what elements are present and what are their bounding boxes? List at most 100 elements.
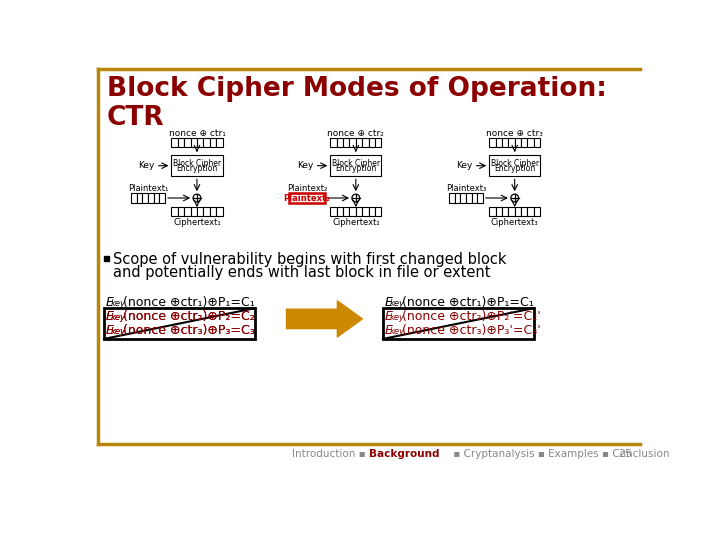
Bar: [515, 138, 521, 147]
Bar: [330, 138, 337, 147]
Text: nonce ⊕ ctr₂: nonce ⊕ ctr₂: [328, 129, 384, 138]
FancyArrowPatch shape: [287, 301, 362, 337]
Bar: [154, 193, 160, 202]
Text: nonce ⊕ ctr₁: nonce ⊕ ctr₁: [168, 129, 225, 138]
Bar: [477, 193, 483, 202]
Text: (nonce ⊕ctr₃)⊕P₃=C₃: (nonce ⊕ctr₃)⊕P₃=C₃: [122, 323, 254, 336]
Bar: [184, 207, 191, 217]
Text: Plaintext₁: Plaintext₁: [128, 184, 168, 193]
Bar: [197, 138, 203, 147]
Text: Encryption: Encryption: [336, 164, 377, 173]
Text: E: E: [106, 309, 113, 323]
Text: Ciphertext₁: Ciphertext₁: [173, 218, 221, 227]
Bar: [489, 138, 495, 147]
Text: CTR: CTR: [107, 105, 165, 131]
Bar: [356, 138, 362, 147]
Text: E: E: [106, 323, 113, 336]
Text: (nonce ⊕ctr₃)⊕P₃=C₃: (nonce ⊕ctr₃)⊕P₃=C₃: [122, 323, 254, 336]
Text: key: key: [111, 313, 126, 322]
Bar: [495, 207, 502, 217]
Bar: [369, 138, 375, 147]
Bar: [318, 193, 324, 202]
Bar: [521, 138, 528, 147]
Bar: [307, 193, 312, 202]
Text: Introduction ▪: Introduction ▪: [292, 449, 369, 460]
Bar: [197, 207, 203, 217]
Bar: [337, 138, 343, 147]
Bar: [502, 138, 508, 147]
Bar: [171, 138, 178, 147]
Bar: [137, 193, 143, 202]
Bar: [362, 138, 369, 147]
Bar: [301, 193, 307, 202]
Text: (nonce ⊕ctr₃)⊕P₃'=C₃': (nonce ⊕ctr₃)⊕P₃'=C₃': [402, 323, 540, 336]
Bar: [104, 256, 109, 261]
Bar: [171, 155, 222, 177]
Text: Block Cipher: Block Cipher: [332, 159, 380, 168]
Text: (nonce ⊕ctr₂)⊕P₂=C₂: (nonce ⊕ctr₂)⊕P₂=C₂: [122, 309, 254, 323]
Text: 25: 25: [618, 449, 632, 460]
Bar: [375, 138, 382, 147]
Bar: [104, 308, 255, 339]
Bar: [534, 207, 540, 217]
Text: Ciphertext₂: Ciphertext₂: [332, 218, 379, 227]
Bar: [184, 138, 191, 147]
Text: Block Cipher Modes of Operation:: Block Cipher Modes of Operation:: [107, 76, 607, 103]
Bar: [515, 207, 521, 217]
Text: (nonce ⊕ctr₂)⊕P₂'=C₂': (nonce ⊕ctr₂)⊕P₂'=C₂': [402, 309, 540, 323]
Text: E: E: [384, 296, 392, 309]
Text: Block Cipher: Block Cipher: [490, 159, 539, 168]
Bar: [343, 138, 349, 147]
Bar: [528, 207, 534, 217]
Text: nonce ⊕ ctr₃: nonce ⊕ ctr₃: [486, 129, 543, 138]
Bar: [343, 207, 349, 217]
Text: E: E: [106, 323, 113, 336]
Text: Encryption: Encryption: [176, 164, 217, 173]
Text: key: key: [111, 299, 126, 308]
Bar: [191, 138, 197, 147]
Bar: [466, 193, 472, 202]
Bar: [502, 207, 508, 217]
Bar: [148, 193, 154, 202]
Text: Background: Background: [369, 449, 439, 460]
Bar: [290, 193, 296, 202]
Text: Encryption: Encryption: [494, 164, 536, 173]
Text: key: key: [390, 313, 405, 322]
Bar: [349, 207, 356, 217]
Bar: [160, 193, 165, 202]
Bar: [143, 193, 148, 202]
Text: (nonce ⊕ctr₁)⊕P₁=C₁: (nonce ⊕ctr₁)⊕P₁=C₁: [122, 296, 254, 309]
Text: E: E: [384, 309, 392, 323]
Bar: [362, 207, 369, 217]
Text: Ciphertext₃: Ciphertext₃: [491, 218, 539, 227]
Bar: [330, 207, 337, 217]
Bar: [210, 207, 216, 217]
Text: key: key: [111, 327, 126, 335]
Bar: [460, 193, 466, 202]
Text: Key: Key: [456, 161, 472, 170]
Bar: [330, 155, 382, 177]
Text: and potentially ends with last block in file or extent: and potentially ends with last block in …: [113, 265, 491, 280]
Bar: [369, 207, 375, 217]
Bar: [454, 193, 460, 202]
Text: Scope of vulnerability begins with first changed block: Scope of vulnerability begins with first…: [113, 252, 507, 267]
Bar: [489, 207, 495, 217]
Bar: [521, 207, 528, 217]
Bar: [375, 207, 382, 217]
Bar: [210, 138, 216, 147]
Text: key: key: [390, 299, 405, 308]
Text: E: E: [384, 323, 392, 336]
Text: key: key: [390, 327, 405, 335]
Bar: [216, 138, 222, 147]
Text: Plaintext₃: Plaintext₃: [446, 184, 486, 193]
Bar: [508, 138, 515, 147]
Bar: [178, 207, 184, 217]
Text: Block Cipher: Block Cipher: [173, 159, 221, 168]
Bar: [472, 193, 477, 202]
Text: E: E: [106, 309, 113, 323]
Bar: [178, 138, 184, 147]
Bar: [216, 207, 222, 217]
Bar: [383, 308, 534, 339]
Bar: [203, 207, 210, 217]
Bar: [289, 193, 325, 204]
